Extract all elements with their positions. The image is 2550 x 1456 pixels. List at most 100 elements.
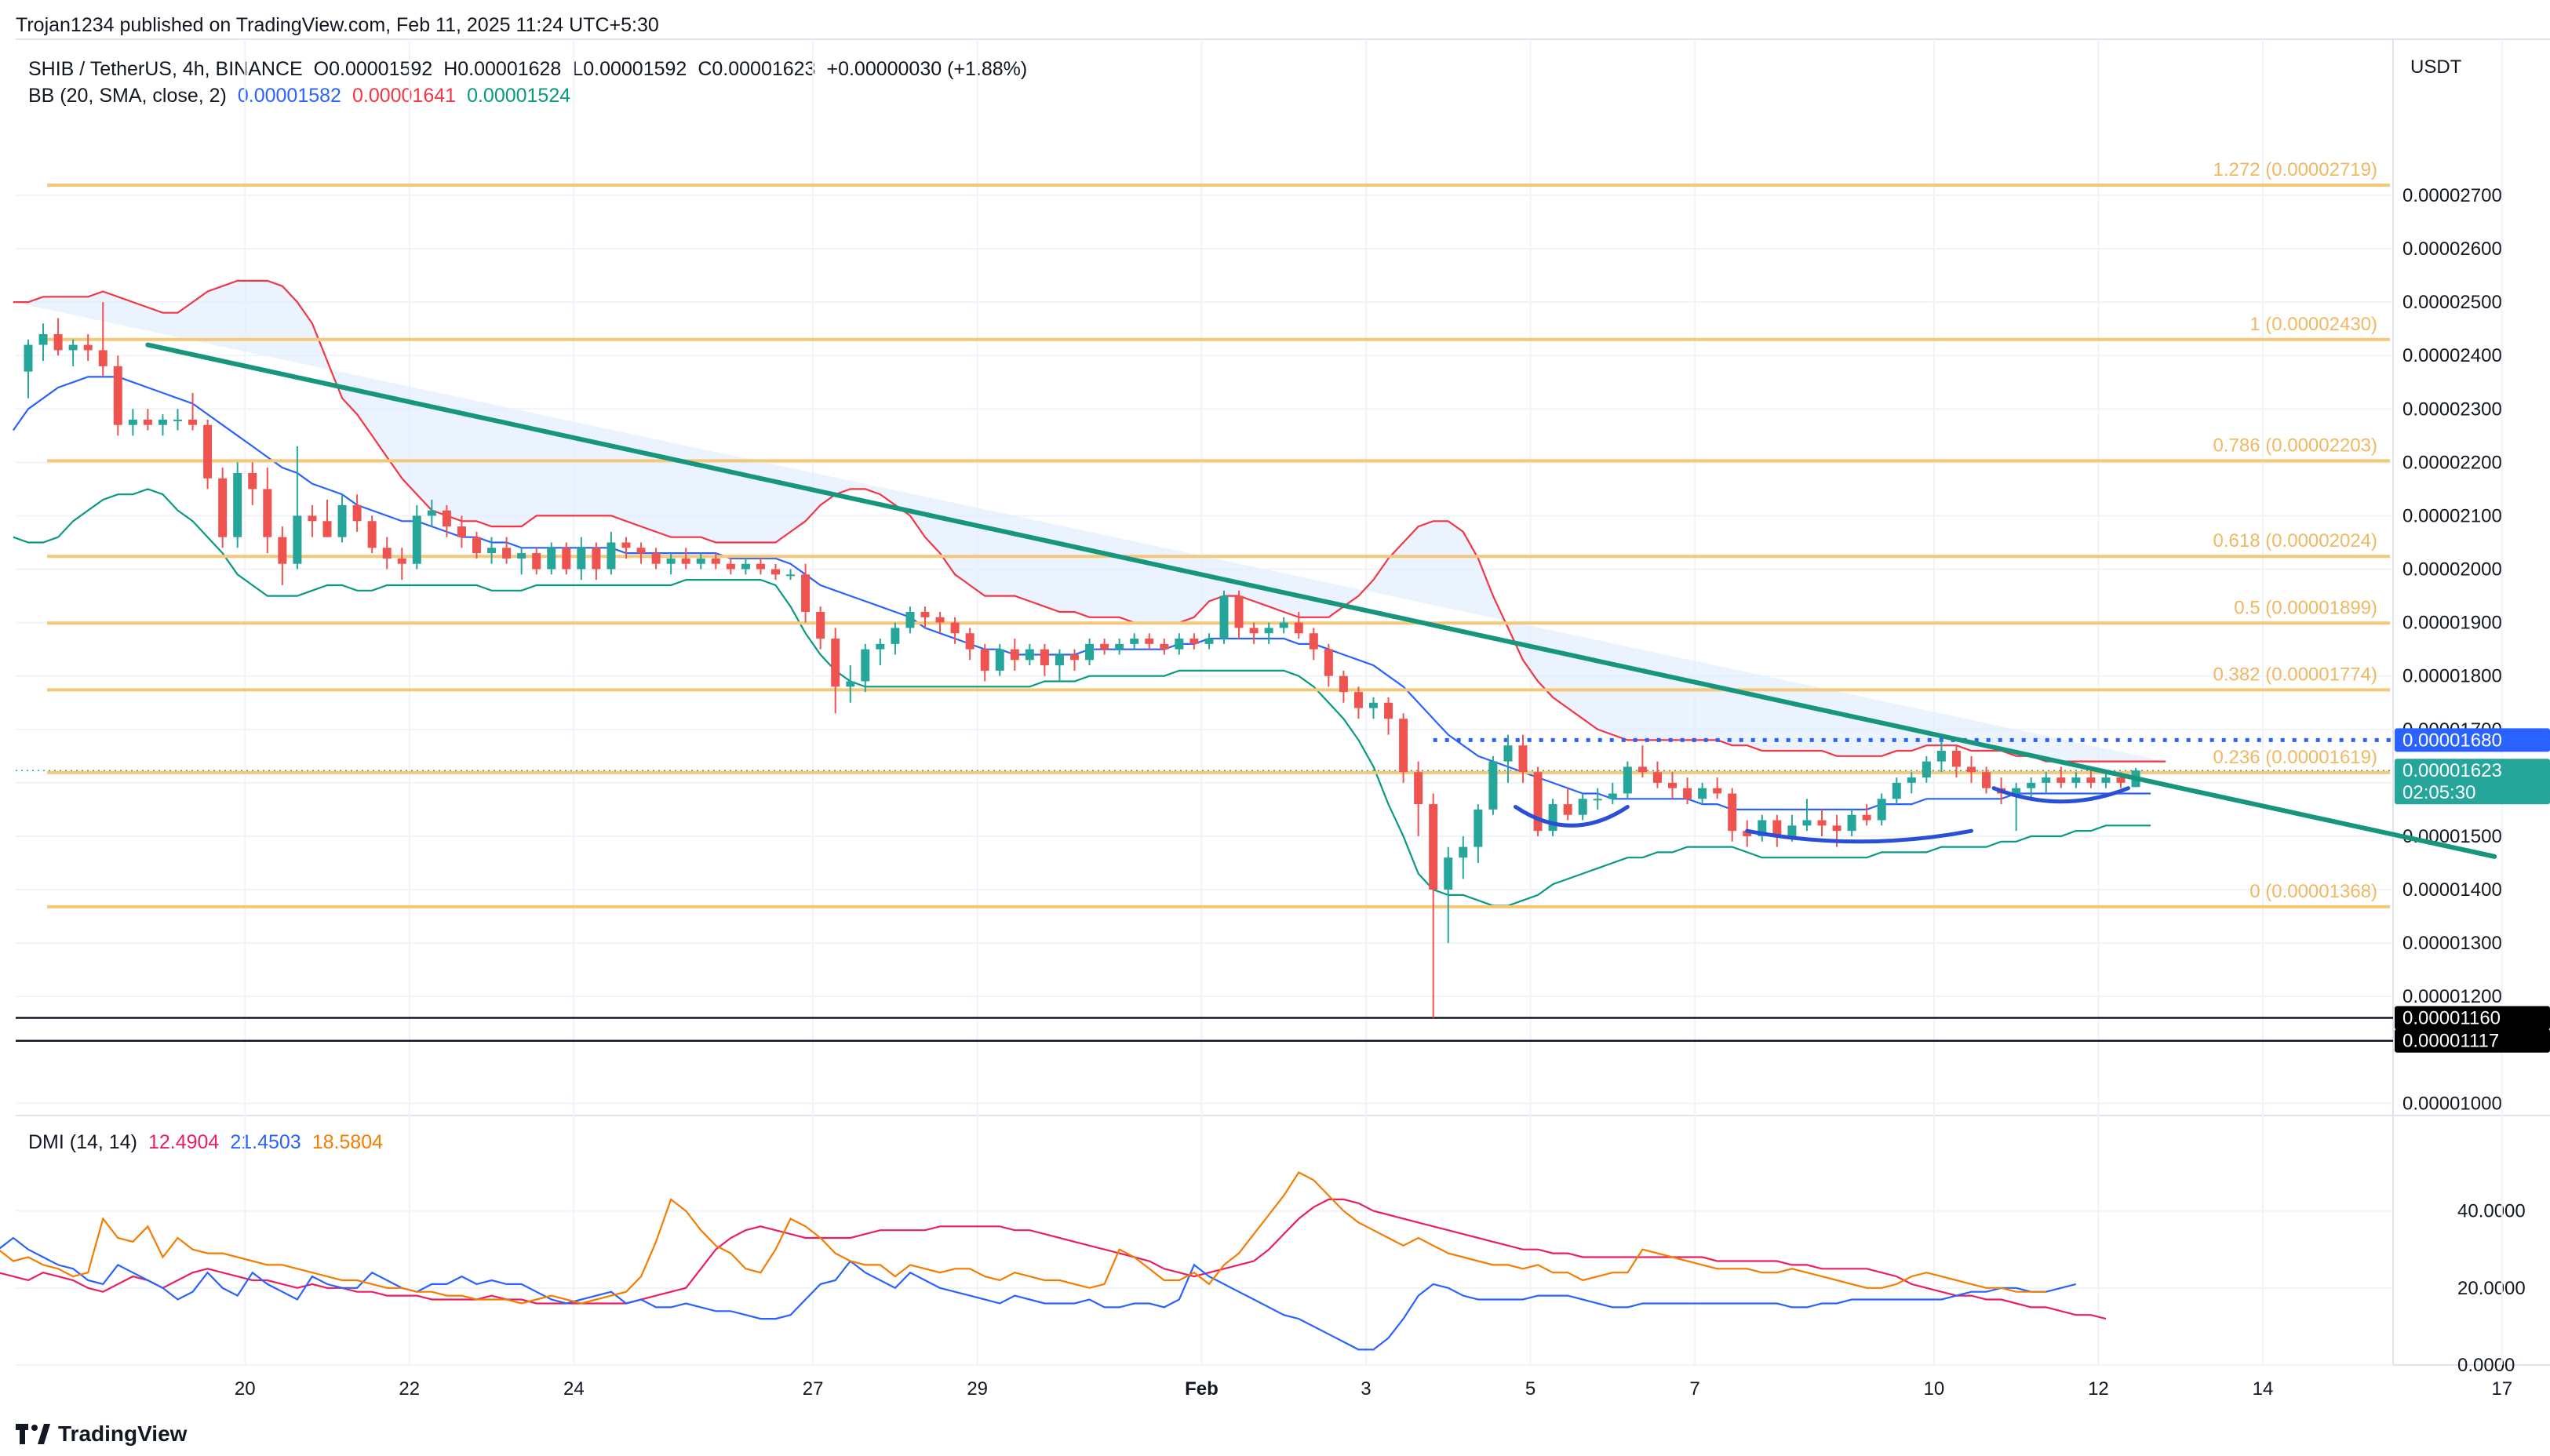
candle-body [1668, 782, 1677, 788]
candle-body [681, 558, 690, 564]
fib-level-label: 1 (0.00002430) [2249, 314, 2377, 335]
candle-body [233, 472, 242, 537]
candle-body [98, 350, 107, 366]
candle-body [1951, 751, 1961, 767]
candle-body [502, 548, 512, 559]
fib-level-label: 1.272 (0.00002719) [2213, 159, 2377, 180]
candle-body [876, 643, 885, 650]
candle-body [1085, 643, 1095, 661]
candle-body [2086, 777, 2096, 783]
dmi-label[interactable]: DMI (14, 14) [28, 1131, 137, 1153]
time-tick-label: Feb [1185, 1378, 1219, 1400]
candle-body [1683, 788, 1692, 799]
candle-body [1608, 793, 1617, 799]
candle-body [1175, 639, 1184, 650]
price-tick-label: 0.00002200 [2402, 452, 2502, 473]
candle-body [352, 504, 362, 522]
fib-level-label: 0.236 (0.00001619) [2213, 747, 2377, 768]
candle-body [248, 472, 257, 490]
candle-body [1010, 649, 1019, 661]
footer-brand: TradingView [58, 1421, 188, 1446]
price-tick-label: 0.00001200 [2402, 986, 2502, 1007]
price-badge [2395, 1028, 2550, 1053]
candle-body [711, 558, 720, 564]
candle-body [1294, 622, 1303, 634]
candle-body [2101, 777, 2111, 783]
dmi-legend: DMI (14, 14) 12.4904 21.4503 18.5804 [28, 1131, 383, 1154]
candle-body [263, 489, 272, 537]
candle-body [891, 628, 900, 644]
fib-level-label: 0 (0.00001368) [2249, 881, 2377, 902]
adx-line [0, 1171, 2046, 1305]
bb-upper-line [13, 279, 2166, 763]
candle-body [1862, 814, 1871, 821]
candle-body [1339, 675, 1348, 693]
bb-label[interactable]: BB (20, SMA, close, 2) [28, 85, 227, 107]
candle-body [1264, 628, 1273, 634]
fib-level-label: 0.786 (0.00002203) [2213, 435, 2377, 456]
candle-body [487, 548, 497, 554]
candle-body [1160, 643, 1169, 650]
fib-level-label: 0.618 (0.00002024) [2213, 530, 2377, 551]
bb-lower-value: 0.00001524 [467, 85, 571, 107]
dmi-tick-label: 0.0000 [2457, 1355, 2515, 1376]
candle-body [1832, 825, 1841, 832]
time-tick-label: 5 [1525, 1378, 1535, 1400]
candle-body [950, 622, 960, 634]
time-tick-label: 22 [399, 1378, 420, 1400]
candle-body [1040, 649, 1049, 666]
symbol-name[interactable]: SHIB / TetherUS, 4h, BINANCE [28, 58, 303, 80]
ohlc-low: L0.00001592 [572, 58, 687, 80]
candle-body [846, 681, 855, 687]
candle-body [1025, 649, 1034, 661]
bb-basis-line [12, 376, 2151, 811]
candle-body [831, 639, 840, 687]
candle-body [1936, 751, 1946, 762]
candle-body [861, 649, 870, 682]
bb-legend: BB (20, SMA, close, 2) 0.00001582 0.000016… [28, 85, 570, 107]
candle-body [696, 558, 705, 564]
fib-level-label: 0.5 (0.00001899) [2234, 597, 2377, 618]
price-badge [2395, 759, 2550, 805]
ohlc-high: H0.00001628 [443, 58, 562, 80]
candle-body [1593, 799, 1602, 801]
candle-body [801, 574, 811, 612]
dmi-plus-value: 12.4904 [148, 1131, 220, 1153]
candle-body [1728, 793, 1737, 832]
candle-body [1652, 772, 1662, 783]
candle-body [920, 612, 930, 617]
price-tick-label: 0.00001000 [2402, 1093, 2502, 1114]
footer-logo[interactable]: TradingView [16, 1421, 187, 1447]
candle-body [1249, 628, 1259, 634]
currency-label[interactable]: USDT [2410, 56, 2462, 78]
time-tick-label: 24 [563, 1378, 585, 1400]
candle-body [442, 510, 451, 527]
candle-body [2056, 777, 2066, 783]
candle-body [1070, 654, 1079, 661]
fib-level-label: 0.382 (0.00001774) [2213, 664, 2377, 685]
candle-body [1055, 654, 1064, 666]
candle-body [1982, 772, 1991, 788]
candle-body [1548, 804, 1557, 832]
candle-body [1279, 622, 1288, 628]
candle-body [1384, 702, 1393, 719]
price-tick-label: 0.00001800 [2402, 666, 2502, 687]
candle-body [980, 649, 989, 671]
candle-body [636, 548, 646, 554]
candle-body [1578, 799, 1587, 815]
candle-body [173, 419, 182, 421]
candle-body [1967, 766, 1976, 773]
candle-body [1637, 766, 1647, 773]
candle-body [607, 542, 616, 570]
price-tick-label: 0.00001500 [2402, 826, 2502, 847]
dmi-plus-line [0, 1198, 2107, 1320]
candle-body [577, 548, 586, 570]
time-tick-label: 20 [235, 1378, 256, 1400]
candle-body [771, 569, 780, 575]
price-tick-label: 0.00002400 [2402, 345, 2502, 366]
symbol-legend: SHIB / TetherUS, 4h, BINANCE O0.00001592 H… [28, 58, 1027, 81]
candle-body [1787, 825, 1797, 836]
candle-body [2012, 788, 2021, 794]
candle-body [1772, 820, 1782, 836]
